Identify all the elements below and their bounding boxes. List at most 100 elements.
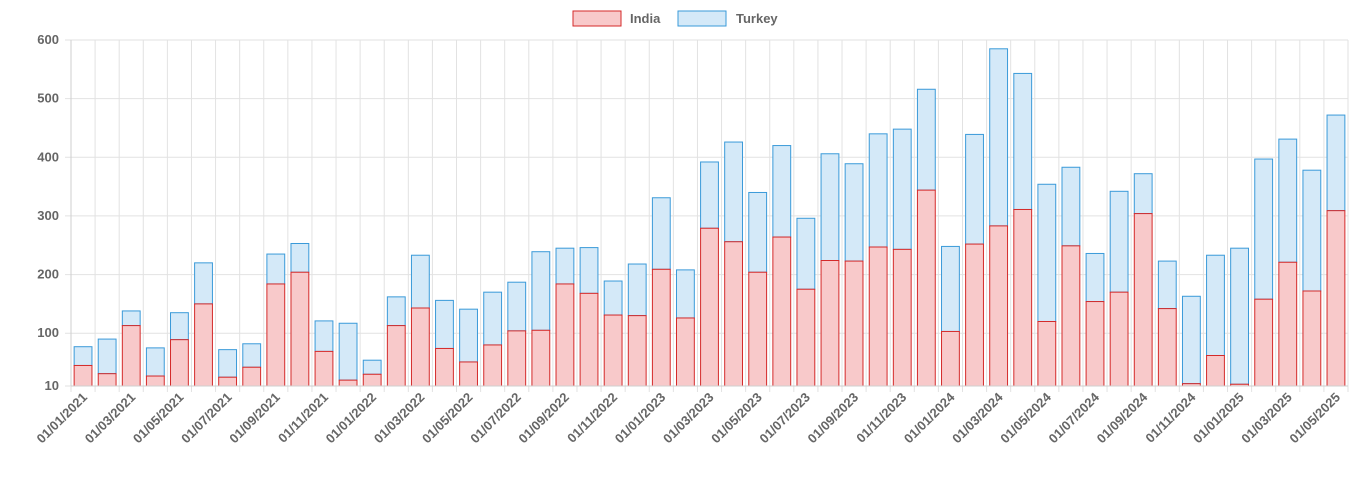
bar-turkey[interactable] [1206, 254, 1225, 357]
bar-turkey[interactable] [145, 347, 165, 377]
bar-india[interactable] [603, 314, 623, 387]
bar-india[interactable] [844, 260, 864, 387]
bar-india[interactable] [941, 330, 960, 387]
bar-turkey[interactable] [483, 291, 503, 346]
bar-turkey[interactable] [1181, 295, 1201, 385]
bar-turkey[interactable] [1278, 138, 1298, 263]
bar-turkey[interactable] [73, 346, 93, 366]
bar-turkey[interactable] [700, 161, 719, 229]
bar-turkey[interactable] [121, 310, 141, 327]
bar-india[interactable] [531, 329, 551, 387]
bar-india[interactable] [435, 347, 454, 387]
bar-india[interactable] [1326, 210, 1346, 387]
bar-turkey[interactable] [218, 349, 238, 378]
bar-turkey[interactable] [1326, 114, 1346, 212]
bar-india[interactable] [555, 283, 575, 387]
bar-turkey[interactable] [916, 88, 936, 191]
bar-turkey[interactable] [459, 308, 478, 363]
bar-turkey[interactable] [531, 251, 551, 331]
bar-turkey[interactable] [338, 322, 358, 381]
bar-turkey[interactable] [507, 281, 527, 332]
bar-india[interactable] [796, 288, 816, 387]
bar-india[interactable] [1157, 308, 1177, 387]
bar-turkey[interactable] [748, 191, 768, 273]
bar-india[interactable] [314, 350, 334, 387]
bar-india[interactable] [627, 315, 647, 387]
bar-turkey[interactable] [1037, 183, 1057, 322]
legend-item-turkey[interactable]: Turkey [677, 10, 778, 27]
bar-turkey[interactable] [965, 133, 984, 245]
bar-india[interactable] [483, 344, 503, 387]
bar-india[interactable] [218, 376, 238, 387]
bar-india[interactable] [1037, 320, 1057, 387]
bar-india[interactable] [892, 248, 912, 387]
bar-turkey[interactable] [410, 254, 430, 309]
bar-turkey[interactable] [1109, 190, 1129, 293]
bar-turkey[interactable] [1013, 72, 1033, 210]
bar-india[interactable] [1133, 213, 1153, 387]
bar-turkey[interactable] [97, 338, 117, 375]
bar-india[interactable] [916, 189, 936, 387]
bar-india[interactable] [290, 271, 310, 387]
bar-india[interactable] [651, 268, 671, 387]
bar-turkey[interactable] [362, 359, 382, 375]
bar-india[interactable] [97, 373, 117, 387]
bar-india[interactable] [1013, 208, 1033, 387]
bar-india[interactable] [1206, 355, 1225, 387]
bar-turkey[interactable] [242, 343, 262, 368]
bar-turkey[interactable] [170, 312, 189, 341]
bar-india[interactable] [73, 364, 93, 387]
bar-turkey[interactable] [844, 163, 864, 262]
bar-india[interactable] [459, 361, 478, 387]
bar-india[interactable] [266, 283, 286, 387]
bar-india[interactable] [194, 303, 213, 387]
bar-india[interactable] [700, 227, 719, 387]
bar-india[interactable] [507, 330, 527, 387]
bar-india[interactable] [1302, 290, 1322, 387]
bar-turkey[interactable] [435, 299, 454, 349]
bar-turkey[interactable] [651, 197, 671, 270]
bar-india[interactable] [170, 339, 189, 387]
bar-turkey[interactable] [555, 247, 575, 285]
bar-india[interactable] [362, 373, 382, 387]
bar-turkey[interactable] [290, 242, 310, 273]
bar-turkey[interactable] [675, 269, 695, 319]
bar-india[interactable] [724, 241, 744, 387]
bar-turkey[interactable] [266, 253, 286, 285]
bar-turkey[interactable] [194, 262, 213, 305]
bar-india[interactable] [145, 375, 165, 387]
bar-turkey[interactable] [892, 128, 912, 250]
bar-india[interactable] [338, 379, 358, 387]
bar-turkey[interactable] [627, 263, 647, 317]
bar-turkey[interactable] [724, 141, 744, 243]
bar-turkey[interactable] [386, 296, 406, 327]
bar-turkey[interactable] [820, 153, 840, 262]
bar-turkey[interactable] [603, 280, 623, 316]
bar-india[interactable] [675, 317, 695, 387]
bar-turkey[interactable] [1254, 158, 1274, 300]
chart-legend[interactable]: India Turkey [572, 10, 778, 27]
bar-turkey[interactable] [796, 217, 816, 290]
bar-india[interactable] [965, 243, 984, 387]
bar-india[interactable] [386, 325, 406, 387]
bar-india[interactable] [989, 225, 1009, 387]
bar-india[interactable] [1278, 261, 1298, 387]
bar-turkey[interactable] [579, 247, 599, 294]
bar-india[interactable] [820, 260, 840, 387]
bar-india[interactable] [579, 292, 599, 387]
bar-turkey[interactable] [868, 133, 888, 248]
bar-india[interactable] [868, 246, 888, 387]
bar-india[interactable] [772, 236, 792, 387]
bar-turkey[interactable] [1133, 173, 1153, 215]
bar-turkey[interactable] [1061, 166, 1081, 247]
bar-india[interactable] [121, 325, 141, 387]
bar-india[interactable] [410, 307, 430, 387]
bar-turkey[interactable] [989, 48, 1009, 227]
bar-turkey[interactable] [1157, 260, 1177, 310]
bar-turkey[interactable] [1085, 252, 1105, 303]
bar-turkey[interactable] [1230, 247, 1249, 385]
bar-india[interactable] [1061, 245, 1081, 387]
bar-india[interactable] [1109, 291, 1129, 387]
legend-item-india[interactable]: India [572, 10, 661, 27]
bar-india[interactable] [1085, 301, 1105, 387]
